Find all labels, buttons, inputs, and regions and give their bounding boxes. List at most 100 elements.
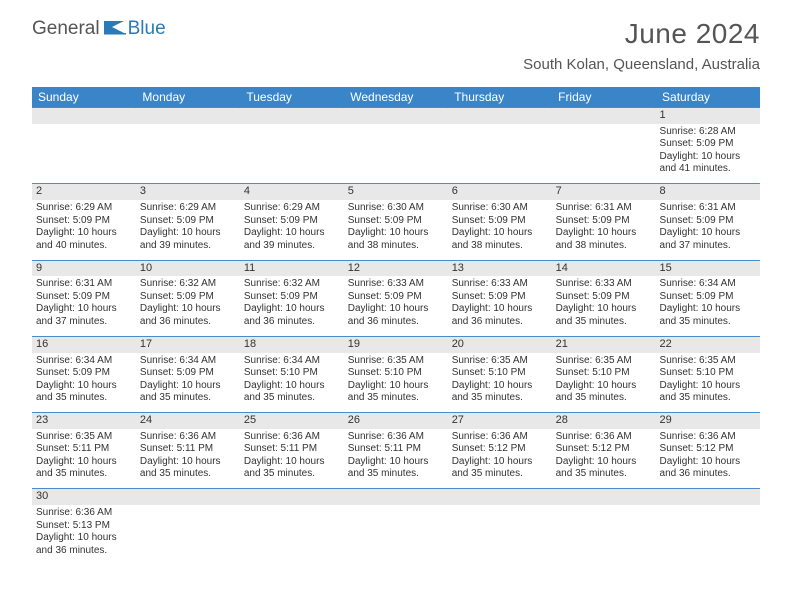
day-number-cell: 15 — [656, 260, 760, 276]
weekday-header: Friday — [552, 87, 656, 108]
sunset-text: Sunset: 5:09 PM — [244, 215, 340, 228]
day-number-cell: 4 — [240, 184, 344, 200]
sunset-text: Sunset: 5:09 PM — [36, 367, 132, 380]
sunset-text: Sunset: 5:09 PM — [660, 291, 756, 304]
sunrise-text: Sunrise: 6:35 AM — [348, 355, 444, 368]
sunset-text: Sunset: 5:09 PM — [556, 291, 652, 304]
day-cell: Sunrise: 6:29 AMSunset: 5:09 PMDaylight:… — [240, 200, 344, 260]
sunrise-text: Sunrise: 6:35 AM — [660, 355, 756, 368]
day-number-cell: 20 — [448, 336, 552, 352]
day1-text: Daylight: 10 hours — [36, 456, 132, 469]
day-number-cell — [136, 489, 240, 505]
day1-text: Daylight: 10 hours — [660, 303, 756, 316]
day2-text: and 35 minutes. — [244, 392, 340, 405]
logo: General Blue — [32, 18, 166, 40]
day1-text: Daylight: 10 hours — [660, 151, 756, 164]
sunset-text: Sunset: 5:09 PM — [556, 215, 652, 228]
day1-text: Daylight: 10 hours — [556, 227, 652, 240]
sunset-text: Sunset: 5:09 PM — [140, 367, 236, 380]
day1-text: Daylight: 10 hours — [244, 227, 340, 240]
day-cell — [552, 505, 656, 565]
day2-text: and 36 minutes. — [348, 316, 444, 329]
day2-text: and 36 minutes. — [660, 468, 756, 481]
weekday-header: Tuesday — [240, 87, 344, 108]
day-cell: Sunrise: 6:35 AMSunset: 5:10 PMDaylight:… — [656, 353, 760, 413]
day-number-cell: 10 — [136, 260, 240, 276]
day2-text: and 39 minutes. — [244, 240, 340, 253]
day1-text: Daylight: 10 hours — [348, 227, 444, 240]
weekday-header: Monday — [136, 87, 240, 108]
day-number-cell: 21 — [552, 336, 656, 352]
day2-text: and 37 minutes. — [660, 240, 756, 253]
header: General Blue June 2024 South Kolan, Quee… — [0, 0, 792, 81]
day1-text: Daylight: 10 hours — [140, 456, 236, 469]
day-number-cell: 30 — [32, 489, 136, 505]
weekday-header: Sunday — [32, 87, 136, 108]
day-cell: Sunrise: 6:30 AMSunset: 5:09 PMDaylight:… — [448, 200, 552, 260]
logo-text-blue: Blue — [128, 18, 166, 40]
sunset-text: Sunset: 5:09 PM — [140, 215, 236, 228]
day-cell: Sunrise: 6:34 AMSunset: 5:09 PMDaylight:… — [32, 353, 136, 413]
day1-text: Daylight: 10 hours — [556, 456, 652, 469]
day-number-cell: 2 — [32, 184, 136, 200]
day1-text: Daylight: 10 hours — [244, 303, 340, 316]
day-number-cell: 25 — [240, 413, 344, 429]
day-number-cell: 5 — [344, 184, 448, 200]
day-cell: Sunrise: 6:36 AMSunset: 5:12 PMDaylight:… — [656, 429, 760, 489]
day1-text: Daylight: 10 hours — [36, 227, 132, 240]
day2-text: and 39 minutes. — [140, 240, 236, 253]
day-cell: Sunrise: 6:34 AMSunset: 5:10 PMDaylight:… — [240, 353, 344, 413]
day-number-row: 2345678 — [32, 184, 760, 200]
day-number-cell: 11 — [240, 260, 344, 276]
day-number-cell: 23 — [32, 413, 136, 429]
day-content-row: Sunrise: 6:35 AMSunset: 5:11 PMDaylight:… — [32, 429, 760, 489]
sunrise-text: Sunrise: 6:31 AM — [556, 202, 652, 215]
day2-text: and 37 minutes. — [36, 316, 132, 329]
day-cell: Sunrise: 6:29 AMSunset: 5:09 PMDaylight:… — [136, 200, 240, 260]
sunrise-text: Sunrise: 6:34 AM — [660, 278, 756, 291]
day1-text: Daylight: 10 hours — [140, 227, 236, 240]
day2-text: and 38 minutes. — [452, 240, 548, 253]
day1-text: Daylight: 10 hours — [452, 456, 548, 469]
day1-text: Daylight: 10 hours — [660, 380, 756, 393]
sunrise-text: Sunrise: 6:35 AM — [556, 355, 652, 368]
day-cell: Sunrise: 6:36 AMSunset: 5:11 PMDaylight:… — [344, 429, 448, 489]
day-number-cell: 1 — [656, 108, 760, 124]
day1-text: Daylight: 10 hours — [452, 227, 548, 240]
day-cell: Sunrise: 6:34 AMSunset: 5:09 PMDaylight:… — [136, 353, 240, 413]
day1-text: Daylight: 10 hours — [556, 303, 652, 316]
day2-text: and 35 minutes. — [556, 392, 652, 405]
day1-text: Daylight: 10 hours — [452, 303, 548, 316]
day-number-row: 23242526272829 — [32, 413, 760, 429]
day-cell: Sunrise: 6:35 AMSunset: 5:11 PMDaylight:… — [32, 429, 136, 489]
day-cell: Sunrise: 6:36 AMSunset: 5:11 PMDaylight:… — [240, 429, 344, 489]
day-cell: Sunrise: 6:35 AMSunset: 5:10 PMDaylight:… — [448, 353, 552, 413]
sunset-text: Sunset: 5:09 PM — [660, 138, 756, 151]
day-cell: Sunrise: 6:33 AMSunset: 5:09 PMDaylight:… — [448, 276, 552, 336]
sunset-text: Sunset: 5:10 PM — [660, 367, 756, 380]
day2-text: and 35 minutes. — [140, 392, 236, 405]
day1-text: Daylight: 10 hours — [140, 303, 236, 316]
day-cell — [240, 124, 344, 184]
sunrise-text: Sunrise: 6:31 AM — [660, 202, 756, 215]
sunset-text: Sunset: 5:09 PM — [244, 291, 340, 304]
day-number-cell — [344, 489, 448, 505]
day-number-cell — [448, 489, 552, 505]
day2-text: and 35 minutes. — [556, 316, 652, 329]
day1-text: Daylight: 10 hours — [244, 380, 340, 393]
day2-text: and 36 minutes. — [140, 316, 236, 329]
day2-text: and 35 minutes. — [244, 468, 340, 481]
sunset-text: Sunset: 5:10 PM — [452, 367, 548, 380]
day-cell — [240, 505, 344, 565]
weekday-header: Thursday — [448, 87, 552, 108]
day-cell — [552, 124, 656, 184]
flag-icon — [104, 19, 126, 40]
logo-text-general: General — [32, 18, 100, 40]
day-content-row: Sunrise: 6:28 AMSunset: 5:09 PMDaylight:… — [32, 124, 760, 184]
day2-text: and 35 minutes. — [140, 468, 236, 481]
day-number-cell: 24 — [136, 413, 240, 429]
day1-text: Daylight: 10 hours — [452, 380, 548, 393]
day-number-cell — [32, 108, 136, 124]
day-cell: Sunrise: 6:36 AMSunset: 5:13 PMDaylight:… — [32, 505, 136, 565]
day-number-cell: 3 — [136, 184, 240, 200]
